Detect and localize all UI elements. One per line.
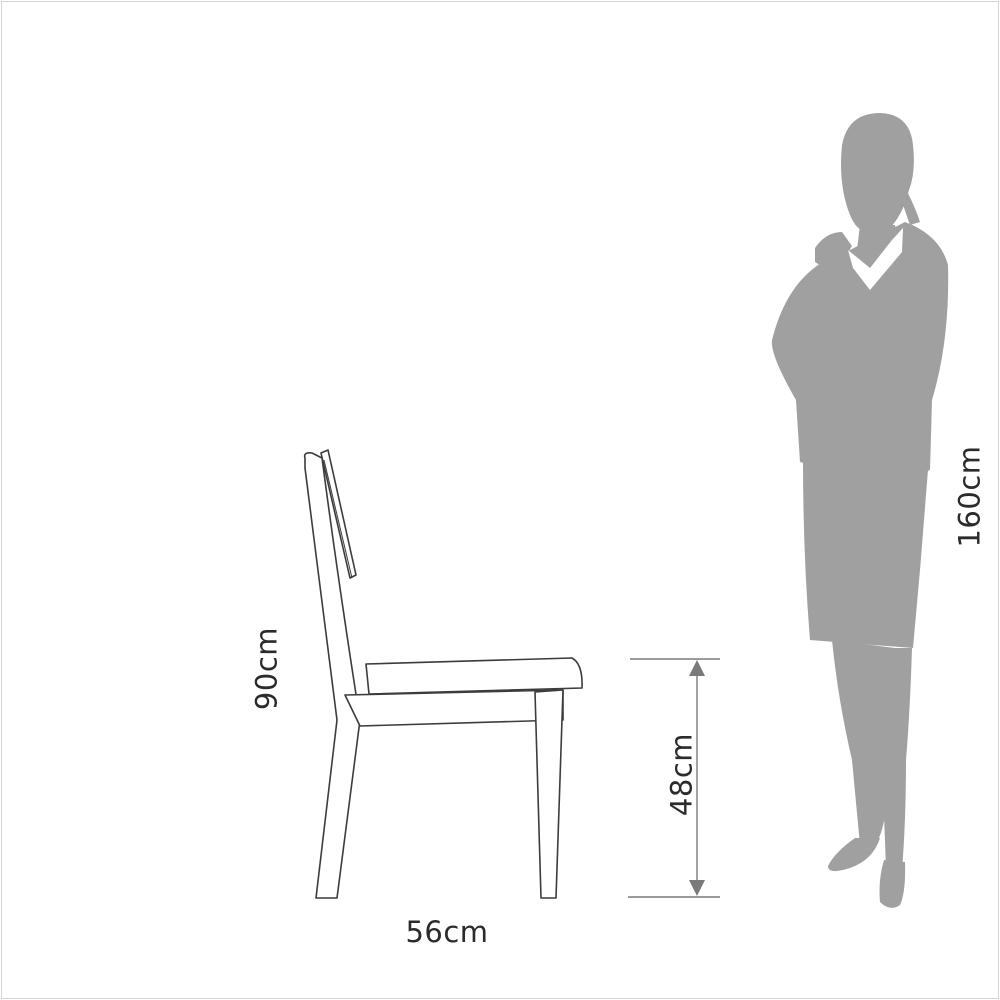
seat-height-dimension xyxy=(628,658,720,898)
seat-height-label: 48cm xyxy=(664,732,699,817)
chair-seat xyxy=(365,657,583,695)
silhouette-collar xyxy=(848,228,903,290)
person-height-label: 160cm xyxy=(952,445,987,548)
chair-back-leg xyxy=(303,452,361,899)
arrow-up-icon xyxy=(689,660,705,676)
silhouette-head xyxy=(841,113,914,236)
silhouette-feet xyxy=(828,838,880,872)
chair-front-leg xyxy=(534,689,564,899)
silhouette-torso xyxy=(771,222,949,477)
person-silhouette xyxy=(771,113,949,908)
chair-drawing xyxy=(303,449,583,899)
chair-apron xyxy=(344,689,564,727)
chair-height-label: 90cm xyxy=(249,626,284,711)
silhouette-legs xyxy=(832,640,896,845)
silhouette-skirt xyxy=(803,460,928,648)
chair-depth-label: 56cm xyxy=(405,915,489,949)
arrow-down-icon xyxy=(689,880,705,896)
chair-back-panel xyxy=(320,449,357,579)
